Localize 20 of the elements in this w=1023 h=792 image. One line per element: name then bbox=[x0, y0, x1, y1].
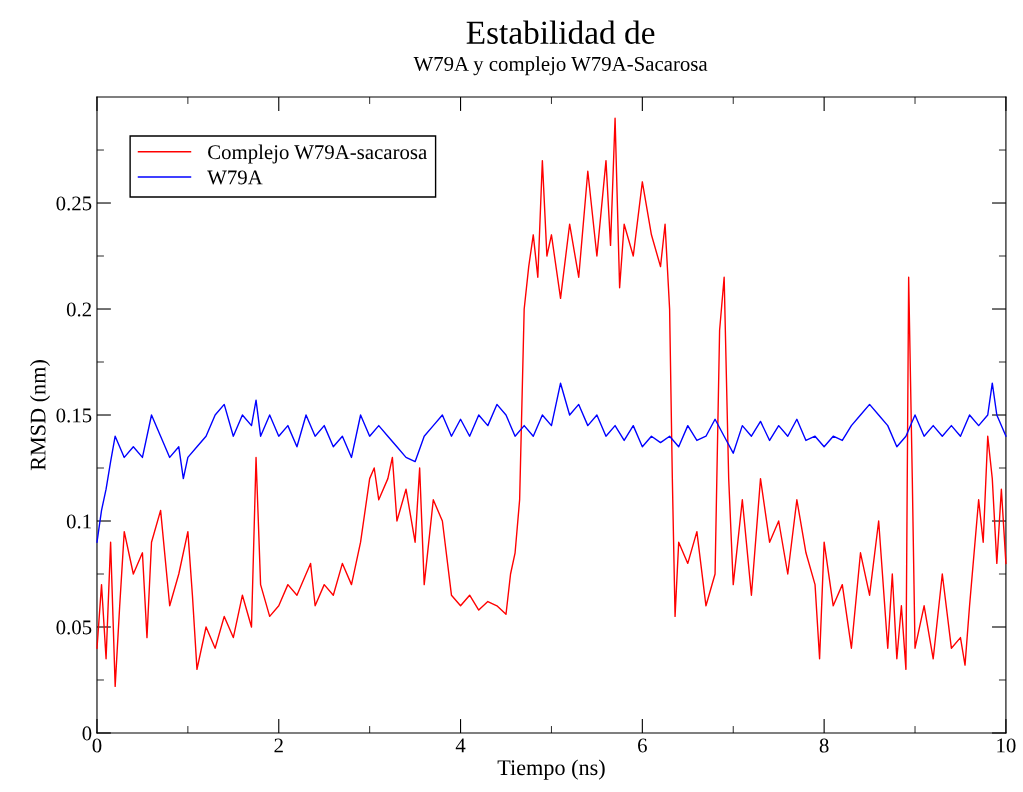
y-tick-label: 0.15 bbox=[56, 408, 92, 423]
line-series bbox=[96, 117, 1007, 688]
chart-subtitle: W79A y complejo W79A-Sacarosa bbox=[413, 56, 708, 76]
x-tick-label: 8 bbox=[819, 738, 829, 753]
y-axis-title: RMSD (nm) bbox=[29, 360, 51, 471]
x-axis-title: Tiempo (ns) bbox=[497, 759, 605, 780]
y-tick-label: 0 bbox=[82, 726, 92, 741]
x-tick-label: 0 bbox=[92, 738, 102, 753]
y-tick-label: 0.25 bbox=[56, 196, 92, 211]
y-tick-label: 0.05 bbox=[56, 620, 92, 635]
y-tick-label: 0.1 bbox=[66, 514, 91, 529]
y-tick-label: 0.2 bbox=[66, 302, 91, 317]
chart-title: Estabilidad de bbox=[466, 20, 655, 44]
x-tick-label: 6 bbox=[638, 738, 647, 753]
legend-label: W79A bbox=[207, 170, 263, 185]
x-tick-label: 4 bbox=[455, 738, 466, 753]
line-series bbox=[96, 382, 1007, 543]
x-tick-label: 10 bbox=[997, 738, 1016, 753]
legend-label: Complejo W79A-sacarosa bbox=[208, 144, 427, 164]
x-tick-label: 2 bbox=[274, 738, 283, 753]
